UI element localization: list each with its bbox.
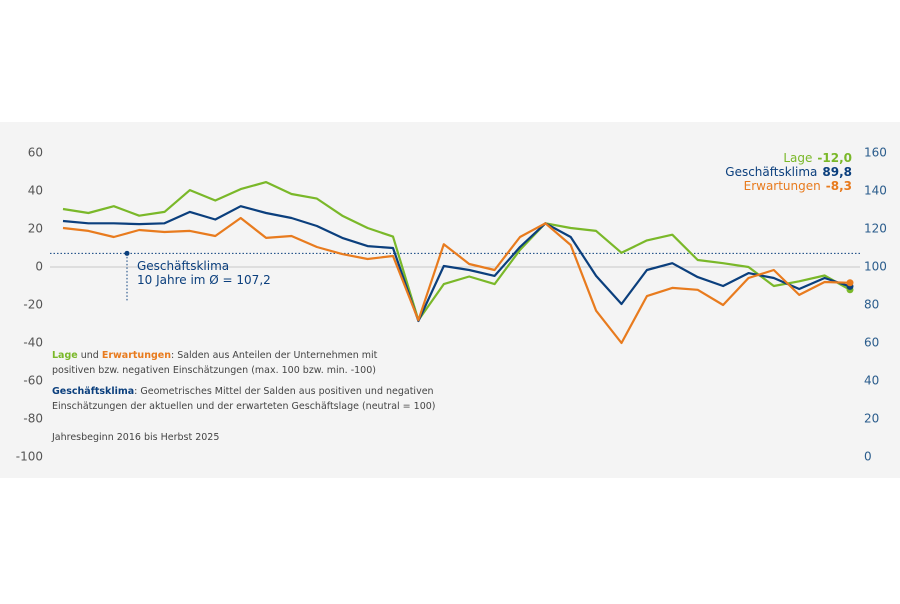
y-tick-label: 60 [28, 146, 43, 160]
y-tick-label: 0 [35, 260, 43, 274]
legend-name: Erwartungen [744, 179, 821, 193]
y-tick-label: -80 [23, 412, 43, 426]
y2-tick-label: 20 [864, 412, 879, 426]
legend-entry: Geschäftsklima 89,8 [725, 165, 852, 179]
note-segment: und [78, 350, 102, 361]
note-segment: Jahresbeginn 2016 bis Herbst 2025 [51, 432, 219, 443]
reference-label: Geschäftsklima [137, 259, 229, 273]
y-tick-label: -20 [23, 298, 43, 312]
note-line: Lage und Erwartungen: Salden aus Anteile… [52, 350, 378, 361]
legend-name: Geschäftsklima [725, 165, 817, 179]
note-line: Geschäftsklima: Geometrisches Mittel der… [52, 386, 434, 397]
legend-entry: Erwartungen -8,3 [744, 179, 852, 193]
note-segment: Erwartungen [102, 350, 171, 361]
y2-tick-label: 100 [864, 260, 887, 274]
y2-tick-label: 80 [864, 298, 879, 312]
note-line: positiven bzw. negativen Einschätzungen … [52, 365, 376, 376]
legend-entry: Lage -12,0 [783, 151, 852, 165]
y2-tick-label: 60 [864, 336, 879, 350]
y2-tick-label: 120 [864, 222, 887, 236]
note-segment: Lage [52, 350, 78, 361]
reference-marker [124, 250, 130, 256]
legend-value: -8,3 [826, 179, 852, 193]
panel [0, 122, 900, 478]
note-segment: Einschätzungen der aktuellen und der erw… [52, 401, 436, 412]
y2-tick-label: 0 [864, 450, 872, 464]
y2-tick-label: 40 [864, 374, 879, 388]
legend-value: 89,8 [822, 165, 852, 179]
note-line: Jahresbeginn 2016 bis Herbst 2025 [51, 432, 219, 443]
y2-tick-label: 160 [864, 146, 887, 160]
y-tick-label: 40 [28, 184, 43, 198]
note-segment: positiven bzw. negativen Einschätzungen … [52, 365, 376, 376]
legend-value: -12,0 [817, 151, 852, 165]
y-tick-label: 20 [28, 222, 43, 236]
series-line [62, 181, 851, 322]
legend-name: Lage [783, 151, 812, 165]
y-tick-label: -100 [16, 450, 43, 464]
note-segment: : Geometrisches Mittel der Salden aus po… [134, 386, 433, 397]
note-line: Einschätzungen der aktuellen und der erw… [52, 401, 436, 412]
series-line [62, 216, 851, 345]
y2-tick-label: 140 [864, 184, 887, 198]
end-point [846, 279, 854, 287]
reference-label: 10 Jahre im Ø = 107,2 [137, 273, 271, 287]
series-line [62, 205, 851, 323]
note-segment: : Salden aus Anteilen der Unternehmen mi… [171, 350, 378, 361]
note-segment: Geschäftsklima [52, 386, 134, 397]
y-tick-label: -60 [23, 374, 43, 388]
y-tick-label: -40 [23, 336, 43, 350]
